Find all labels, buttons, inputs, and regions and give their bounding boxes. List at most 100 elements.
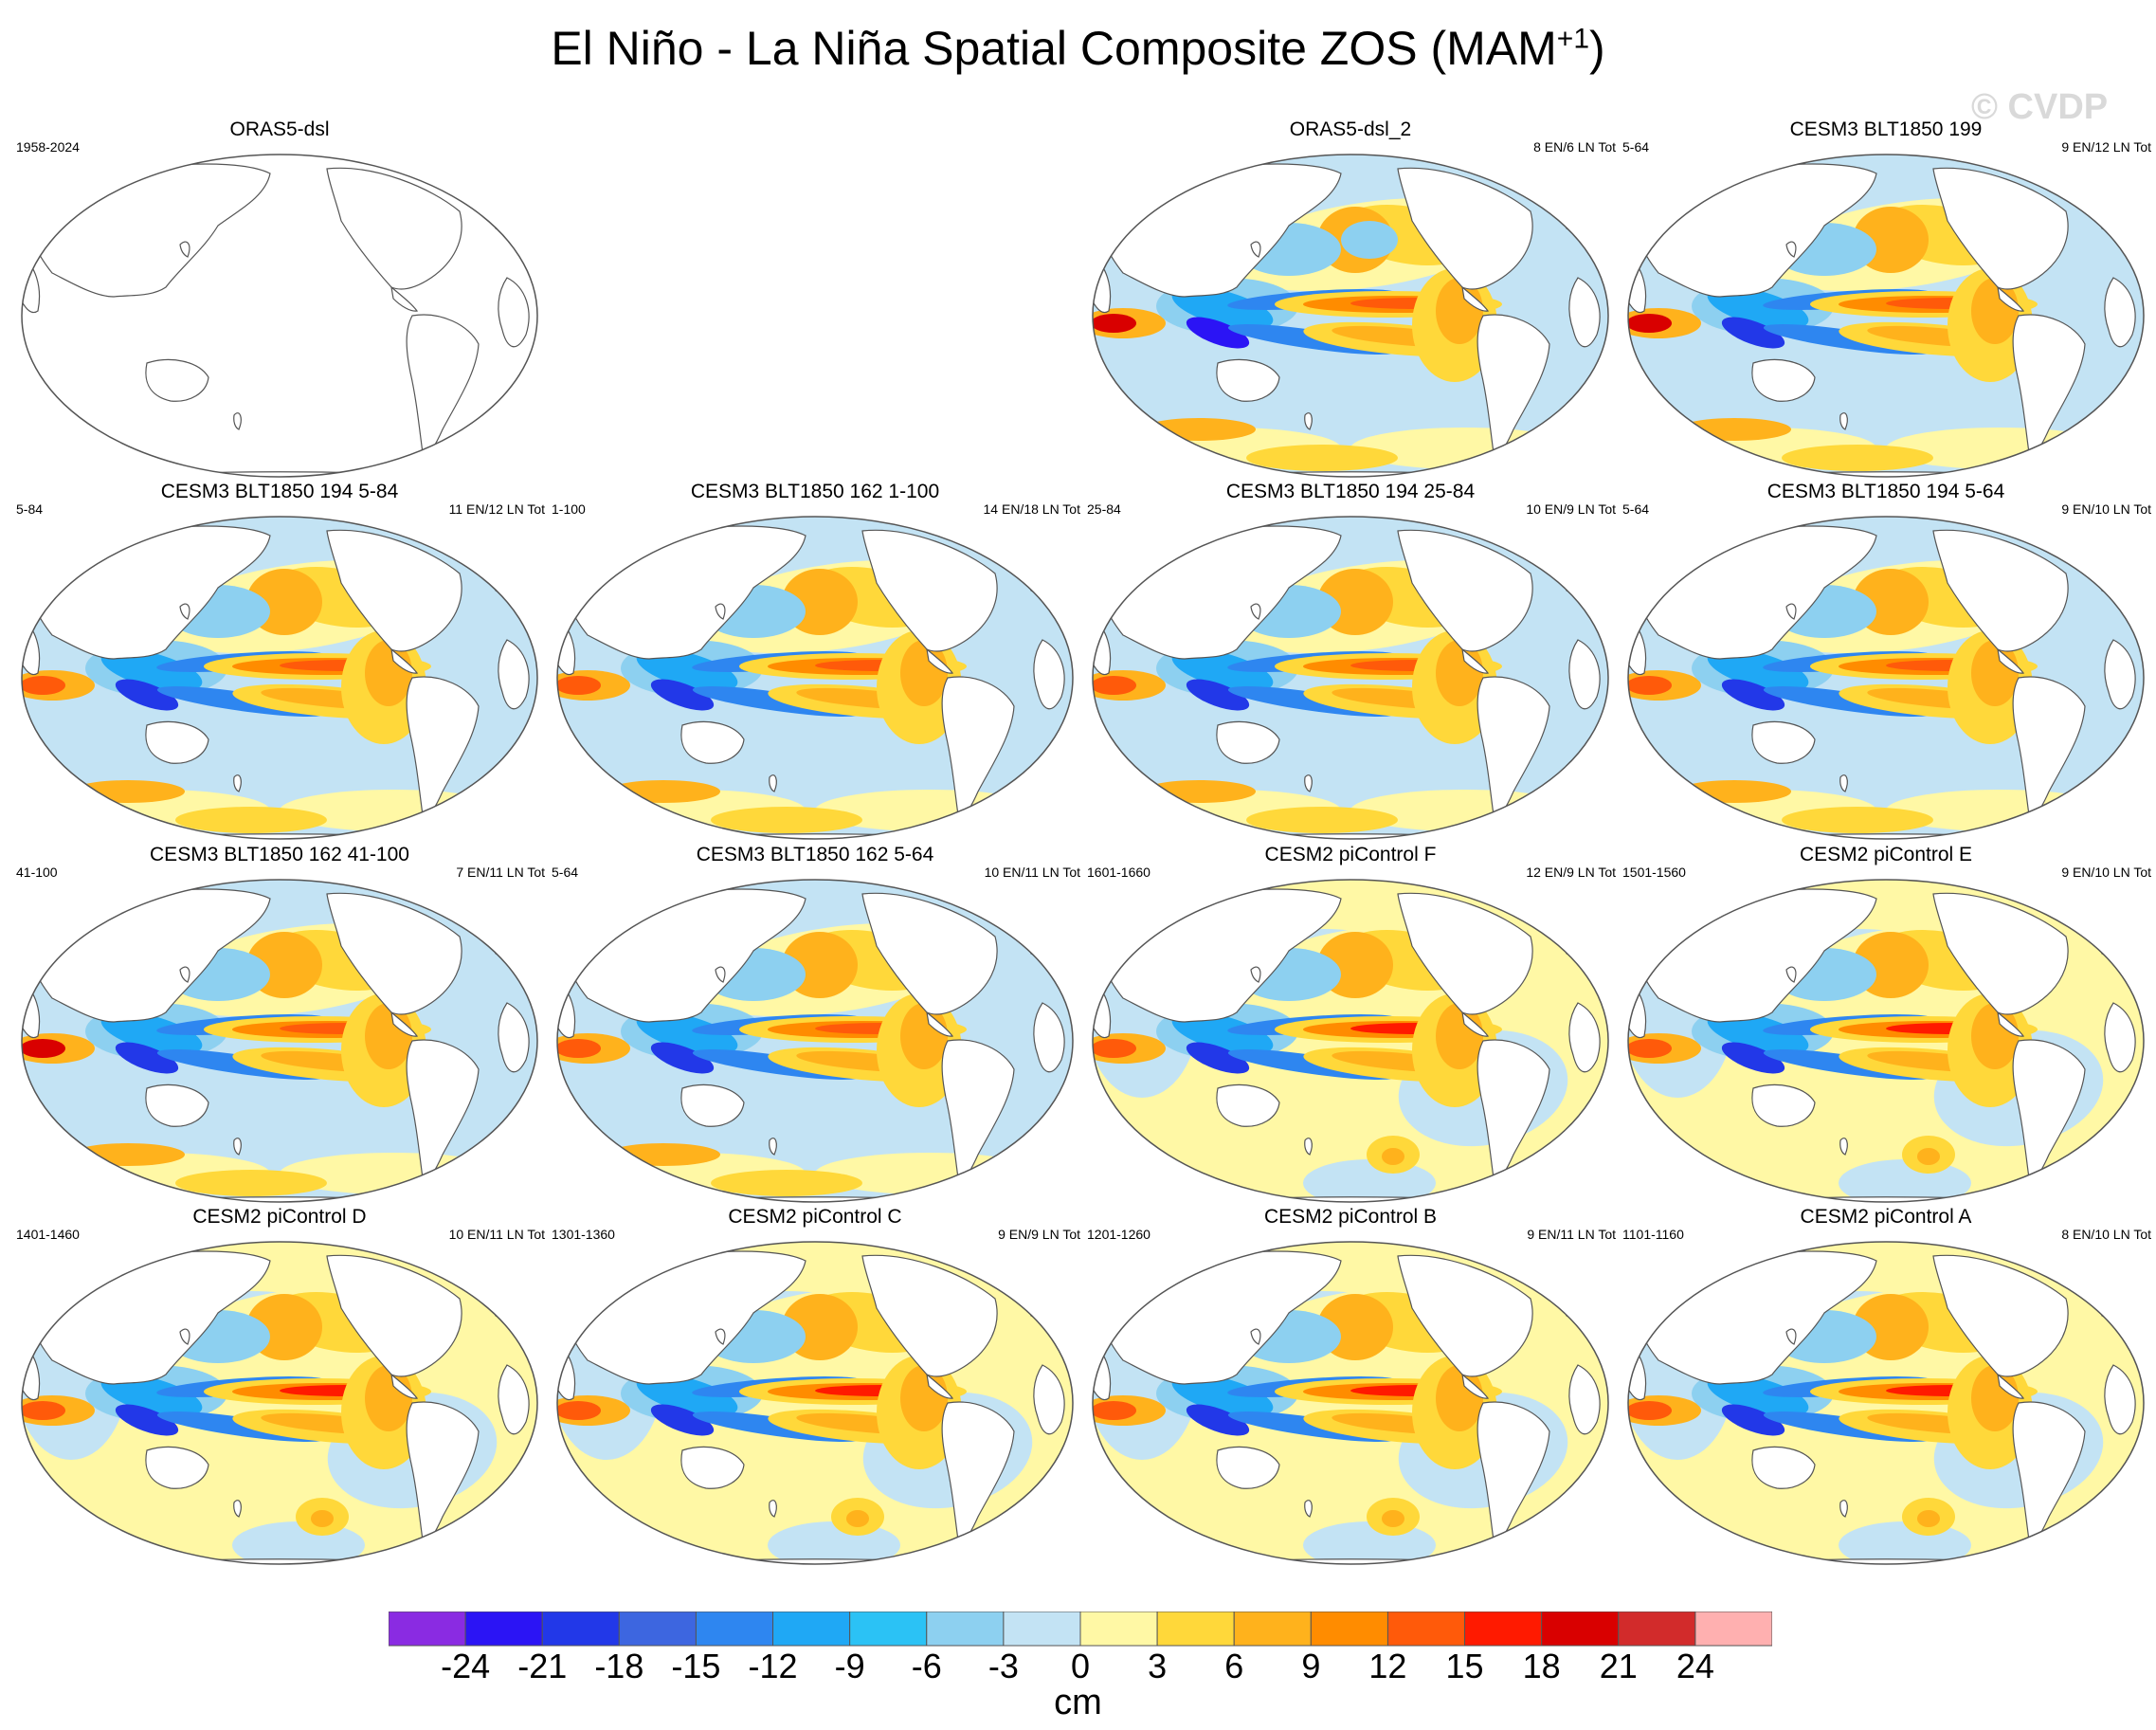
panel-period: 1201-1260	[1087, 1227, 1150, 1242]
map-panel: CESM2 piControl E 1501-1560 9 EN/10 LN Tot	[1621, 844, 2151, 1204]
colorbar-box	[1464, 1612, 1543, 1647]
colorbar-tick-label: -18	[594, 1647, 644, 1685]
colorbar-tick-label: -12	[748, 1647, 798, 1685]
title-text: El Niño - La Niña Spatial Composite ZOS …	[551, 22, 1557, 75]
globe-outline	[1627, 516, 2145, 840]
globe-outline	[1092, 154, 1609, 478]
map-panel: CESM3 BLT1850 199 5-64 9 EN/12 LN Tot	[1621, 118, 2151, 479]
main-title: El Niño - La Niña Spatial Composite ZOS …	[0, 21, 2156, 76]
panel-period: 5-64	[1622, 139, 1650, 155]
colorbar-box	[1310, 1612, 1388, 1647]
map-panel: ORAS5-dsl_2 8 EN/6 LN Tot	[1085, 118, 1616, 479]
colorbar-box	[1541, 1612, 1620, 1647]
panel-period: 5-64	[1622, 501, 1650, 517]
colorbar-box	[1694, 1612, 1772, 1647]
map-panel: CESM2 piControl B 1201-1260 9 EN/11 LN Tot	[1085, 1206, 1616, 1566]
globe-outline	[1092, 1241, 1609, 1565]
colorbar-box	[389, 1612, 466, 1647]
colorbar-box	[1156, 1612, 1235, 1647]
map-panel: CESM3 BLT1850 194 5-84 5-84 11 EN/12 LN To…	[14, 481, 545, 841]
panel-event-count: 8 EN/6 LN Tot	[1533, 139, 1616, 155]
panel-event-count: 9 EN/10 LN Tot	[2061, 501, 2151, 517]
colorbar	[389, 1612, 1772, 1647]
globe-outline	[1092, 516, 1609, 840]
colorbar-box	[772, 1612, 851, 1647]
panel-event-count: 7 EN/11 LN Tot	[456, 865, 545, 880]
panel-title: CESM3 BLT1850 162 5-64	[696, 844, 934, 865]
panel-event-count: 10 EN/11 LN Tot	[448, 1227, 545, 1242]
globe-outline	[21, 516, 538, 840]
map-svg	[1092, 516, 1609, 840]
colorbar-box	[464, 1612, 543, 1647]
globe-outline	[1627, 1241, 2145, 1565]
colorbar-tick-label: -24	[441, 1647, 491, 1685]
colorbar-tick-label: 12	[1368, 1647, 1407, 1685]
globe-outline	[1092, 879, 1609, 1203]
title-superscript: +1	[1556, 23, 1590, 55]
globe-outline	[556, 879, 1074, 1203]
colorbar-tick-label: 24	[1676, 1647, 1714, 1685]
panel-event-count: 12 EN/9 LN Tot	[1526, 865, 1616, 880]
panel-period: 5-64	[552, 865, 579, 880]
map-panel: CESM2 piControl C 1301-1360 9 EN/9 LN Tot	[550, 1206, 1080, 1566]
globe-outline	[556, 1241, 1074, 1565]
panel-title: CESM2 piControl A	[1800, 1206, 1972, 1228]
panel-event-count: 9 EN/11 LN Tot	[1527, 1227, 1616, 1242]
map-svg	[1092, 1241, 1609, 1565]
colorbar-box	[926, 1612, 1005, 1647]
colorbar-box	[1079, 1612, 1158, 1647]
panel-event-count: 11 EN/12 LN Tot	[448, 501, 545, 517]
cvdp-watermark: © CVDP	[1971, 87, 2109, 127]
panel-period: 5-84	[16, 501, 44, 517]
map-svg	[1627, 879, 2145, 1203]
map-svg	[556, 1241, 1074, 1565]
title-close: )	[1589, 22, 1605, 75]
map-panel: CESM3 BLT1850 162 5-64 5-64 10 EN/11 LN To…	[550, 844, 1080, 1204]
panel-event-count: 9 EN/12 LN Tot	[2061, 139, 2151, 155]
panel-period: 1-100	[552, 501, 586, 517]
map-svg	[21, 516, 538, 840]
colorbar-box	[1233, 1612, 1312, 1647]
colorbar-box	[618, 1612, 697, 1647]
panel-event-count: 10 EN/11 LN Tot	[984, 865, 1080, 880]
colorbar-tick-label: -15	[671, 1647, 721, 1685]
map-svg	[556, 879, 1074, 1203]
colorbar-tick-label: -21	[517, 1647, 568, 1685]
map-svg	[21, 154, 538, 478]
panel-title: CESM3 BLT1850 199	[1789, 118, 1983, 140]
colorbar-box	[541, 1612, 620, 1647]
colorbar-tick-label: 9	[1301, 1647, 1321, 1685]
panel-period: 41-100	[16, 865, 58, 880]
colorbar-tick-label: 18	[1522, 1647, 1561, 1685]
panel-title: CESM3 BLT1850 194 25-84	[1225, 481, 1476, 502]
panel-event-count: 10 EN/9 LN Tot	[1526, 501, 1616, 517]
map-svg	[1627, 1241, 2145, 1565]
map-panel: CESM3 BLT1850 162 1-100 1-100 14 EN/18 LN …	[550, 481, 1080, 841]
colorbar-box	[1618, 1612, 1696, 1647]
map-svg	[556, 516, 1074, 840]
panel-title: CESM2 piControl E	[1799, 844, 1973, 865]
colorbar-box	[695, 1612, 774, 1647]
map-panel: CESM3 BLT1850 194 25-84 25-84 10 EN/9 LN T…	[1085, 481, 1616, 841]
panel-period: 25-84	[1087, 501, 1121, 517]
colorbar-box	[1386, 1612, 1466, 1647]
colorbar-tick-label: 21	[1599, 1647, 1638, 1685]
panel-title: ORAS5-dsl_2	[1289, 118, 1412, 140]
colorbar-box	[1003, 1612, 1081, 1647]
panel-title: CESM2 piControl F	[1264, 844, 1437, 865]
panel-event-count: 9 EN/10 LN Tot	[2061, 865, 2151, 880]
panel-period: 1501-1560	[1622, 865, 1686, 880]
map-svg	[1092, 154, 1609, 478]
map-panel: CESM3 BLT1850 162 41-100 41-100 7 EN/11 LN…	[14, 844, 545, 1204]
map-panel: CESM3 BLT1850 194 5-64 5-64 9 EN/10 LN Tot	[1621, 481, 2151, 841]
panel-title: CESM3 BLT1850 162 1-100	[690, 481, 940, 502]
map-svg	[1627, 516, 2145, 840]
panel-title: CESM2 piControl D	[192, 1206, 367, 1228]
panel-period: 1101-1160	[1622, 1227, 1684, 1242]
panel-title: CESM3 BLT1850 194 5-84	[160, 481, 399, 502]
globe-outline	[21, 1241, 538, 1565]
colorbar-tick-label: 6	[1224, 1647, 1244, 1685]
map-panel: ORAS5-dsl 1958-2024	[14, 118, 545, 479]
colorbar-tick-label: 3	[1148, 1647, 1168, 1685]
map-panel: CESM2 piControl A 1101-1160 8 EN/10 LN Tot	[1621, 1206, 2151, 1566]
